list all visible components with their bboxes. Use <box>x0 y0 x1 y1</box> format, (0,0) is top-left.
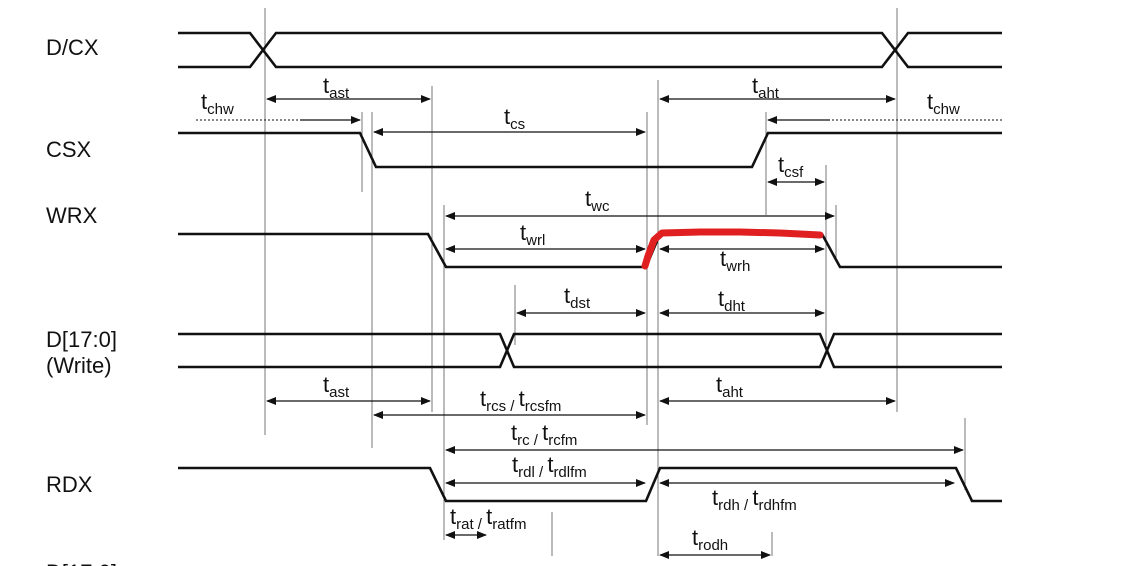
timing-label-rcs: trcs / trcsfm <box>480 386 561 415</box>
signal-label-dwrite: D[17:0] <box>46 327 117 352</box>
timing-label-rdh: trdh / trdhfm <box>712 485 797 514</box>
signal-labels: D/CX CSX WRX D[17:0] (Write) RDX D[17:0] <box>46 35 117 566</box>
dimension-arrows <box>266 95 964 559</box>
timing-label-chw-right: tchw <box>927 89 960 118</box>
timing-labels: tchw tast taht tchw tcs tcsf twc twrl tw… <box>201 73 960 554</box>
timing-label-rc: trc / trcfm <box>511 420 577 449</box>
signal-label-wrx: WRX <box>46 203 98 228</box>
timing-label-ast-bottom: tast <box>323 372 350 401</box>
signal-label-csx: CSX <box>46 137 92 162</box>
reference-guides <box>264 8 966 556</box>
timing-label-aht-bottom: taht <box>716 372 744 401</box>
timing-label-csf: tcsf <box>778 152 804 181</box>
timing-label-dht: tdht <box>718 286 746 315</box>
signal-label-dread: D[17:0] <box>46 560 117 566</box>
timing-label-chw-left: tchw <box>201 89 234 118</box>
timing-label-ast-top: tast <box>323 73 350 102</box>
waveforms <box>178 31 1002 503</box>
signal-label-dwrite-sub: (Write) <box>46 353 112 378</box>
timing-label-wrl: twrl <box>520 220 545 249</box>
timing-label-rdl: trdl / trdlfm <box>512 452 587 481</box>
waveform-csx <box>178 131 1002 169</box>
timing-label-aht-top: taht <box>752 73 780 102</box>
timing-label-wrh: twrh <box>720 246 750 275</box>
waveform-dwrite <box>178 332 1002 369</box>
timing-label-rat: trat / tratfm <box>450 504 526 533</box>
signal-label-dcx: D/CX <box>46 35 99 60</box>
signal-label-rdx: RDX <box>46 472 93 497</box>
timing-label-cs: tcs <box>504 104 525 133</box>
waveform-dcx <box>178 31 1002 69</box>
waveform-rdx <box>178 466 1002 503</box>
timing-label-wc: twc <box>585 186 610 215</box>
timing-label-rodh: trodh <box>692 525 728 554</box>
timing-label-dst: tdst <box>564 283 591 312</box>
waveform-wrx <box>178 232 1002 269</box>
wrx-high-highlight <box>641 228 824 270</box>
